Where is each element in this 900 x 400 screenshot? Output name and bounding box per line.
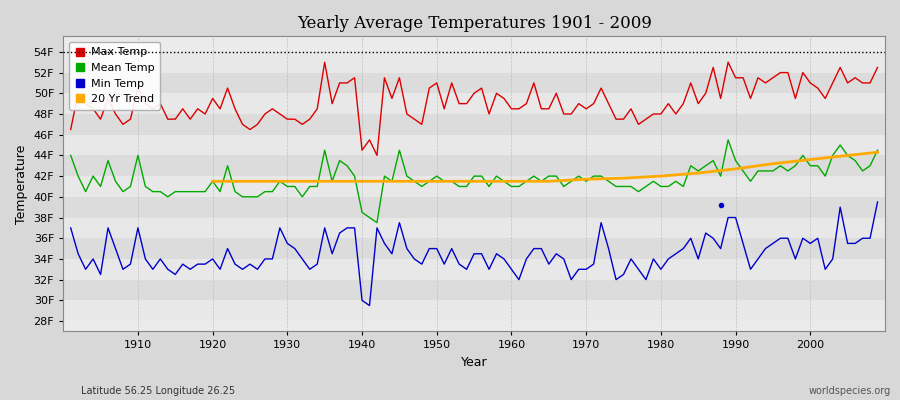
X-axis label: Year: Year [461, 356, 488, 369]
Bar [63, 114, 885, 135]
Bar [63, 135, 885, 156]
Bar [63, 238, 885, 259]
Bar [63, 72, 885, 93]
Title: Yearly Average Temperatures 1901 - 2009: Yearly Average Temperatures 1901 - 2009 [297, 15, 652, 32]
Text: Latitude 56.25 Longitude 26.25: Latitude 56.25 Longitude 26.25 [81, 386, 235, 396]
Bar [63, 300, 885, 321]
Bar [63, 259, 885, 280]
Bar [63, 280, 885, 300]
Bar [63, 156, 885, 176]
Bar [63, 176, 885, 197]
Legend: Max Temp, Mean Temp, Min Temp, 20 Yr Trend: Max Temp, Mean Temp, Min Temp, 20 Yr Tre… [68, 42, 160, 110]
Bar [63, 197, 885, 218]
Y-axis label: Temperature: Temperature [15, 144, 28, 224]
Bar [63, 93, 885, 114]
Text: worldspecies.org: worldspecies.org [809, 386, 891, 396]
Bar [63, 218, 885, 238]
Bar [63, 52, 885, 72]
